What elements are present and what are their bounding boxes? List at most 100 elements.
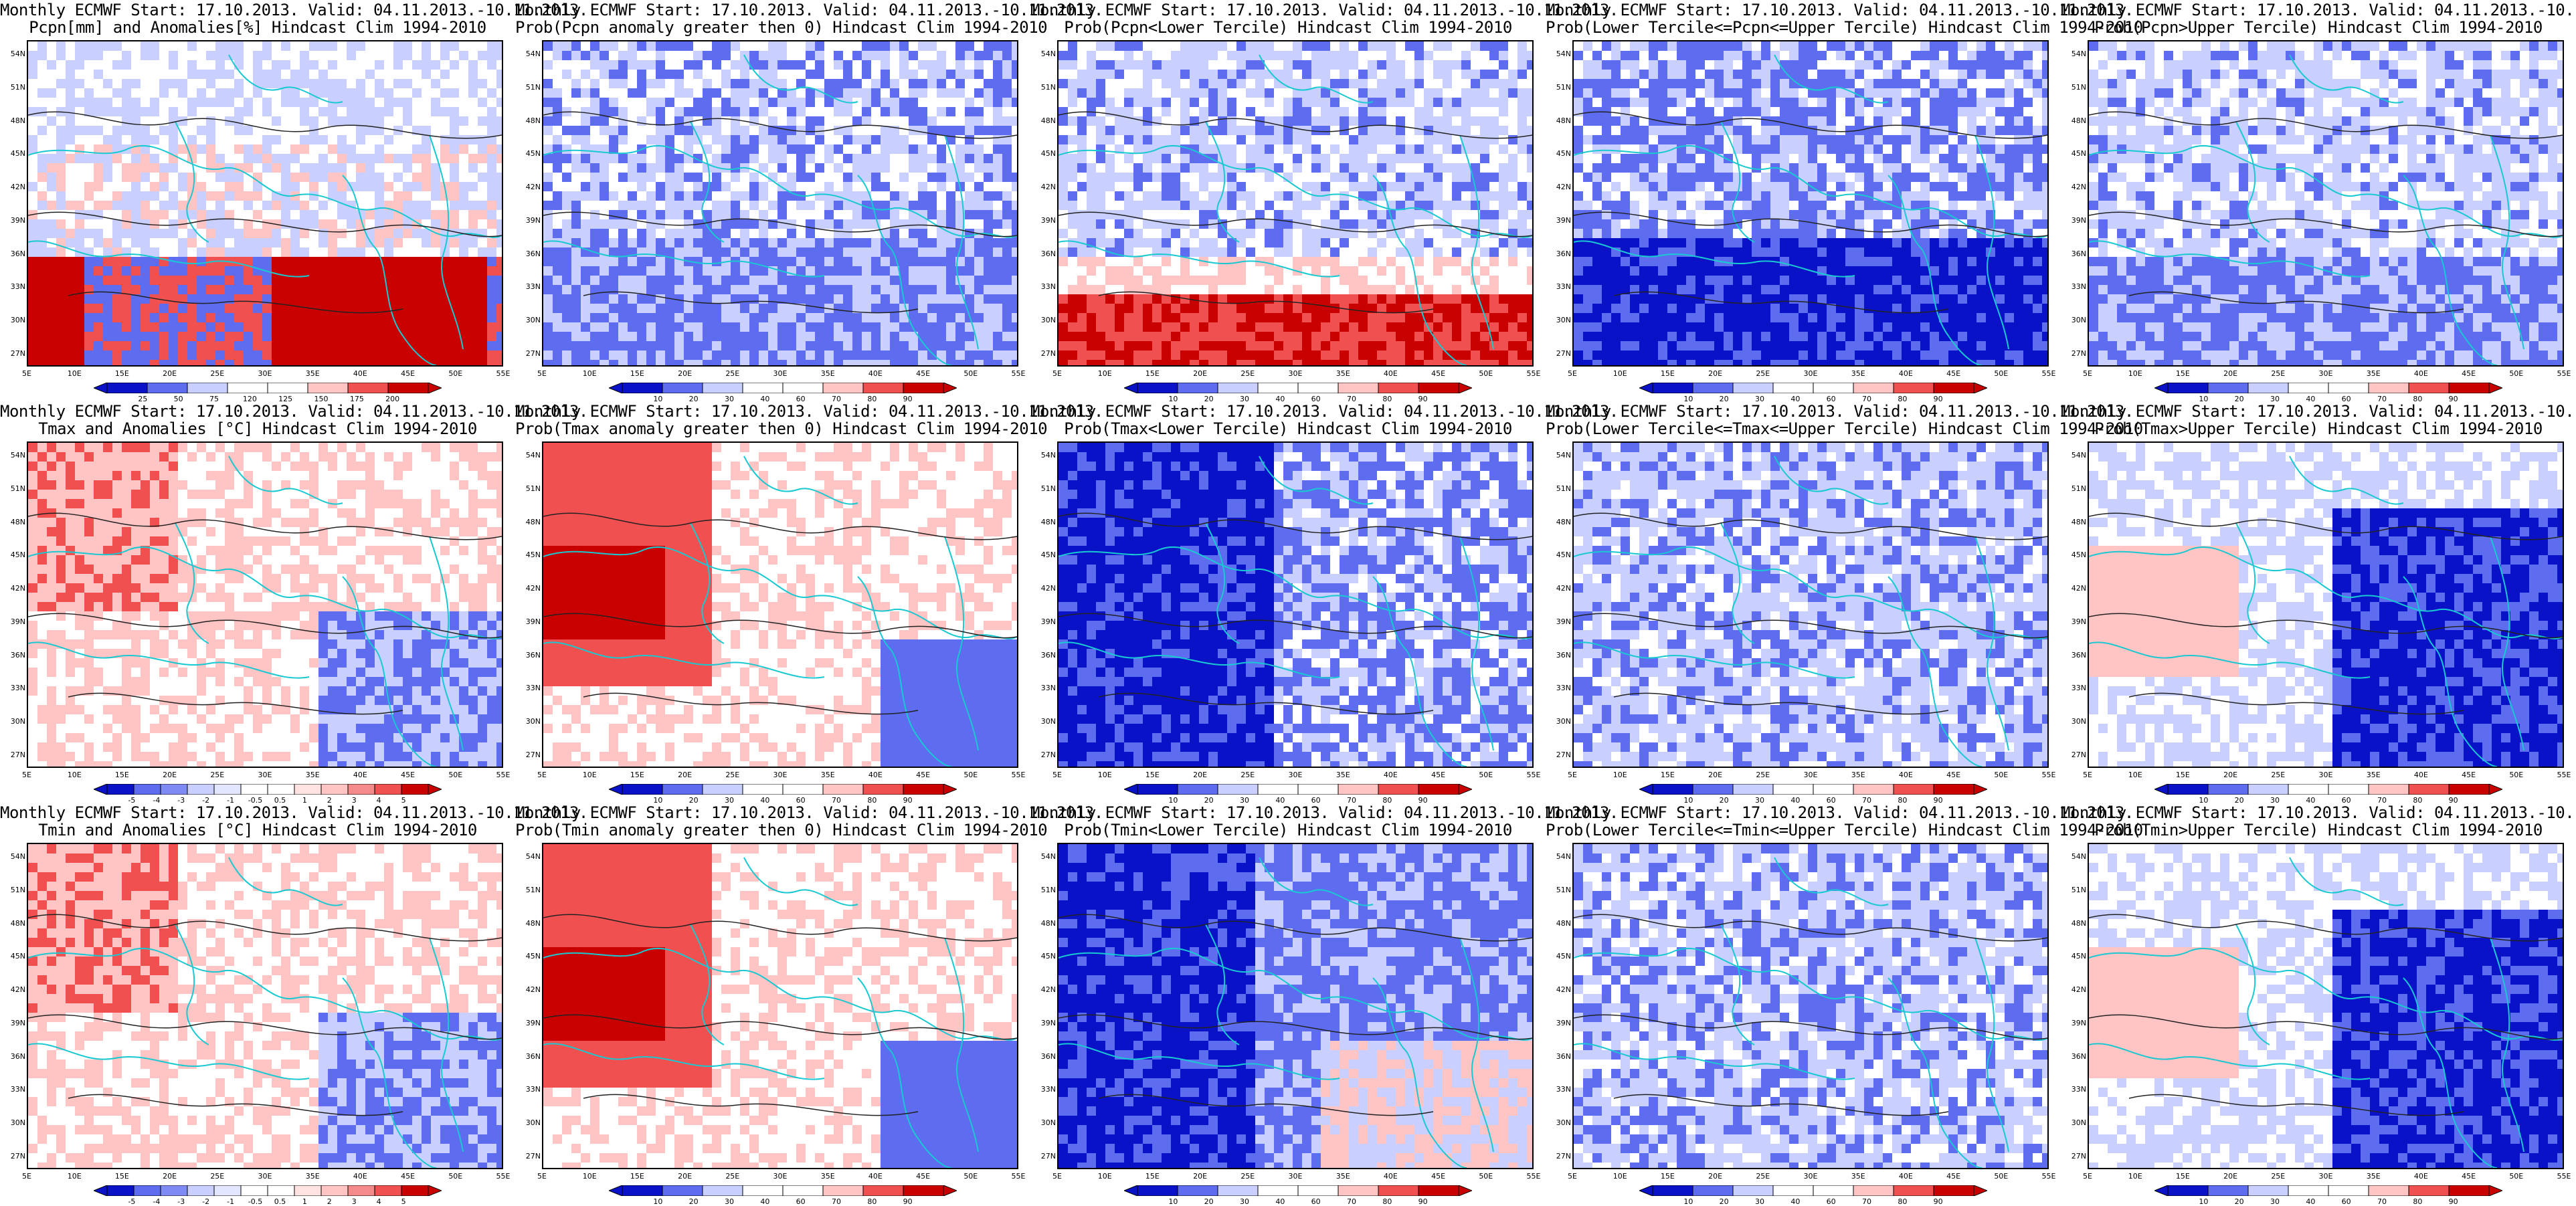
field-cell: [834, 88, 844, 98]
field-cell: [740, 154, 750, 164]
field-cell: [852, 332, 862, 342]
field-cell: [178, 191, 188, 201]
field-cell: [1059, 70, 1069, 80]
field-cell: [1293, 238, 1303, 248]
field-cell: [1311, 201, 1321, 211]
field-cell: [553, 360, 563, 365]
field-cell: [1377, 219, 1387, 229]
field-cell: [1002, 51, 1012, 61]
field-cell: [337, 229, 347, 239]
field-cell: [553, 51, 563, 61]
field-cell: [927, 182, 937, 192]
field-cell: [197, 154, 207, 164]
field-cell: [347, 266, 357, 276]
field-cell: [984, 350, 994, 361]
field-cell: [450, 107, 460, 117]
field-cell: [909, 341, 919, 351]
field-cell: [337, 350, 347, 361]
field-cell: [300, 341, 310, 351]
field-cell: [234, 201, 244, 211]
field-cell: [1162, 219, 1172, 229]
field-cell: [665, 247, 675, 258]
field-cell: [581, 182, 591, 192]
field-cell: [253, 332, 263, 342]
field-cell: [806, 60, 816, 70]
field-cell: [75, 163, 85, 173]
field-cell: [468, 257, 478, 267]
field-cell: [384, 144, 394, 155]
field-cell: [1499, 163, 1509, 173]
field-cell: [1396, 163, 1406, 173]
field-cell: [965, 173, 975, 183]
field-cell: [225, 70, 235, 80]
field-cell: [777, 144, 788, 155]
field-cell: [159, 322, 169, 332]
field-cell: [28, 107, 38, 117]
field-cell: [1208, 107, 1218, 117]
field-cell: [984, 144, 994, 155]
field-cell: [1218, 276, 1228, 286]
field-cell: [684, 229, 694, 239]
field-cell: [703, 182, 713, 192]
field-cell: [1152, 88, 1162, 98]
field-cell: [815, 41, 825, 52]
field-cell: [122, 350, 132, 361]
field-cell: [684, 144, 694, 155]
field-cell: [1274, 229, 1284, 239]
field-cell: [1349, 154, 1359, 164]
field-cell: [712, 276, 722, 286]
field-cell: [955, 126, 965, 136]
field-cell: [450, 210, 460, 220]
field-cell: [824, 126, 834, 136]
field-cell: [272, 350, 282, 361]
field-cell: [965, 238, 975, 248]
field-cell: [318, 51, 329, 61]
field-cell: [1433, 88, 1443, 98]
field-cell: [28, 79, 38, 89]
field-cell: [1461, 201, 1471, 211]
field-cell: [1227, 144, 1237, 155]
field-cell: [103, 313, 113, 323]
field-cell: [703, 257, 713, 267]
field-cell: [909, 98, 919, 108]
field-cell: [159, 182, 169, 192]
field-cell: [824, 285, 834, 295]
field-cell: [637, 182, 647, 192]
field-cell: [796, 154, 806, 164]
field-cell: [1143, 191, 1153, 201]
field-cell: [852, 51, 862, 61]
field-cell: [824, 41, 834, 52]
field-cell: [871, 257, 881, 267]
field-cell: [1255, 98, 1265, 108]
field-cell: [159, 341, 169, 351]
field-cell: [56, 182, 66, 192]
field-cell: [318, 135, 329, 145]
field-cell: [169, 238, 179, 248]
field-cell: [187, 238, 197, 248]
field-cell: [1265, 238, 1275, 248]
field-cell: [1489, 51, 1499, 61]
field-cell: [590, 163, 600, 173]
field-cell: [871, 51, 881, 61]
lat-label: 36N: [1, 249, 25, 258]
field-cell: [1227, 70, 1237, 80]
field-cell: [871, 144, 881, 155]
field-cell: [1358, 247, 1368, 258]
field-cell: [787, 247, 797, 258]
field-cell: [37, 322, 48, 332]
field-cell: [112, 60, 122, 70]
field-cell: [852, 41, 862, 52]
lon-label: 50E: [957, 369, 984, 378]
field-cell: [403, 144, 413, 155]
field-cell: [684, 70, 694, 80]
field-cell: [815, 135, 825, 145]
field-cell: [178, 247, 188, 258]
field-cell: [1368, 70, 1378, 80]
field-cell: [609, 313, 619, 323]
field-cell: [1087, 163, 1097, 173]
field-cell: [28, 116, 38, 126]
field-cell: [1527, 88, 1532, 98]
field-cell: [909, 107, 919, 117]
field-cell: [422, 294, 432, 304]
field-cell: [890, 322, 900, 332]
